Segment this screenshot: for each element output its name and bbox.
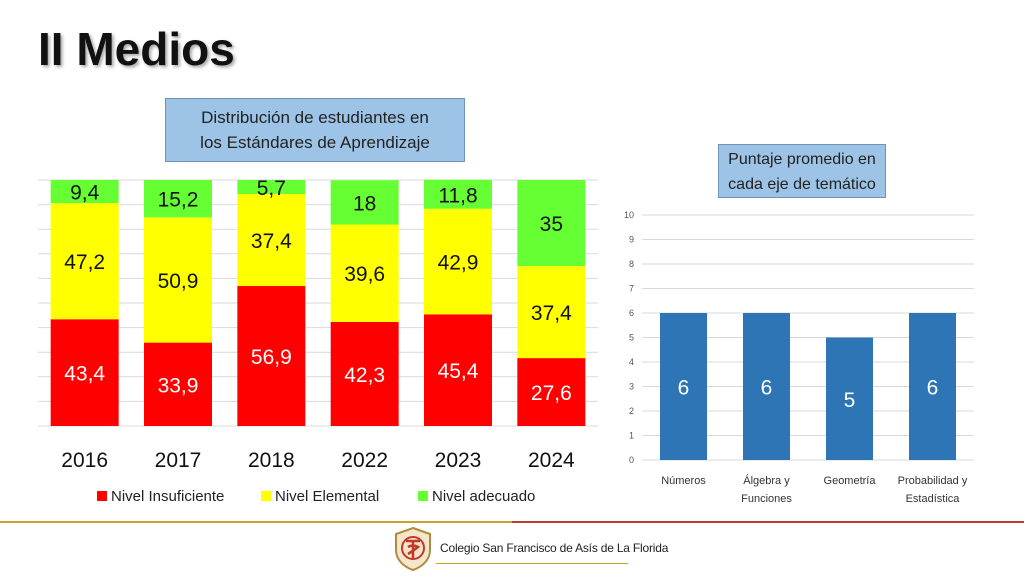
average-category-label: Números — [661, 475, 706, 487]
average-data-label: 5 — [844, 389, 856, 412]
stacked-bar-segment — [50, 319, 119, 426]
average-category-label: Álgebra y — [743, 474, 790, 487]
stacked-data-label: 18 — [353, 192, 376, 215]
stacked-category-label: 2022 — [341, 449, 388, 472]
stacked-bar-segment — [237, 194, 306, 287]
stacked-data-label: 43,4 — [64, 363, 105, 386]
stacked-chart-title: Distribución de estudiantes en los Están… — [165, 98, 465, 162]
stacked-category-label: 2016 — [61, 449, 108, 472]
stacked-data-label: 42,9 — [438, 252, 479, 275]
legend-label: Nivel Elemental — [275, 488, 379, 505]
stacked-bar-segment — [330, 224, 399, 322]
stacked-data-label: 37,4 — [531, 302, 572, 325]
average-tick-label: 4 — [629, 357, 634, 367]
stacked-data-label: 37,4 — [251, 230, 292, 253]
stacked-data-label: 56,9 — [251, 346, 292, 369]
page-title: II Medios — [38, 23, 235, 75]
average-data-label: 6 — [927, 377, 939, 400]
average-bar — [660, 313, 707, 460]
average-category-label: Funciones — [741, 493, 792, 505]
legend-label: Nivel adecuado — [432, 488, 535, 505]
average-tick-label: 10 — [624, 210, 634, 220]
stacked-data-label: 45,4 — [438, 360, 479, 383]
stacked-bar-segment — [517, 180, 586, 267]
average-bar — [826, 337, 873, 460]
stacked-data-label: 27,6 — [531, 382, 572, 405]
average-tick-label: 5 — [629, 333, 634, 343]
legend-swatch — [418, 491, 428, 501]
stacked-data-label: 35 — [540, 213, 563, 236]
stacked-data-label: 15,2 — [158, 189, 199, 212]
average-tick-label: 9 — [629, 235, 634, 245]
school-name-underline — [436, 563, 628, 564]
stacked-data-label: 50,9 — [158, 270, 199, 293]
stacked-category-label: 2018 — [248, 449, 295, 472]
average-tick-label: 7 — [629, 284, 634, 294]
legend-label: Nivel Insuficiente — [111, 488, 224, 505]
footer-divider-accent — [512, 521, 1024, 523]
stacked-bar-segment — [424, 314, 492, 426]
stacked-bar-segment — [144, 180, 212, 218]
average-bar — [909, 313, 956, 460]
school-crest-logo — [395, 526, 431, 572]
average-tick-label: 0 — [629, 455, 634, 465]
stacked-category-label: 2023 — [435, 449, 482, 472]
average-tick-label: 2 — [629, 406, 634, 416]
stacked-chart-title-line1: Distribución de estudiantes en — [201, 108, 429, 127]
average-tick-label: 3 — [629, 382, 634, 392]
stacked-bar-segment — [237, 286, 306, 426]
stacked-bar-segment — [330, 180, 399, 225]
average-chart-title: Puntaje promedio en cada eje de temático — [718, 144, 886, 198]
average-category-label: Geometría — [824, 475, 877, 487]
stacked-data-label: 9,4 — [70, 182, 100, 205]
legend-swatch — [261, 491, 271, 501]
average-category-label: Probabilidad y — [898, 475, 968, 487]
stacked-data-label: 5,7 — [257, 177, 286, 200]
stacked-bar-segment — [424, 179, 492, 209]
stacked-chart-title-line2: los Estándares de Aprendizaje — [200, 133, 430, 152]
stacked-data-label: 39,6 — [344, 263, 385, 286]
stacked-bar-segment — [50, 203, 119, 320]
average-bar — [743, 313, 790, 460]
average-data-label: 6 — [678, 377, 690, 400]
average-chart-title-line1: Puntaje promedio en — [728, 151, 876, 168]
stacked-category-label: 2017 — [155, 449, 202, 472]
stacked-bar-segment — [237, 180, 306, 195]
legend-swatch — [97, 491, 107, 501]
stacked-data-label: 33,9 — [158, 374, 199, 397]
average-tick-label: 6 — [629, 308, 634, 318]
average-category-label: Estadística — [906, 493, 961, 505]
stacked-bar-segment — [144, 342, 212, 426]
average-tick-label: 1 — [629, 431, 634, 441]
average-tick-label: 8 — [629, 259, 634, 269]
stacked-bar-segment — [424, 208, 492, 315]
average-chart-title-line2: cada eje de temático — [728, 176, 876, 193]
stacked-data-label: 47,2 — [64, 251, 105, 274]
stacked-data-label: 42,3 — [344, 364, 385, 387]
stacked-bar-segment — [144, 217, 212, 343]
stacked-bar-segment — [50, 180, 119, 204]
stacked-bar-segment — [517, 266, 586, 359]
stacked-data-label: 11,8 — [438, 184, 477, 207]
stacked-bar-segment — [330, 321, 399, 426]
school-name: Colegio San Francisco de Asís de La Flor… — [440, 541, 669, 555]
average-data-label: 6 — [761, 377, 773, 400]
stacked-bar-segment — [517, 358, 586, 426]
stacked-category-label: 2024 — [528, 449, 575, 472]
